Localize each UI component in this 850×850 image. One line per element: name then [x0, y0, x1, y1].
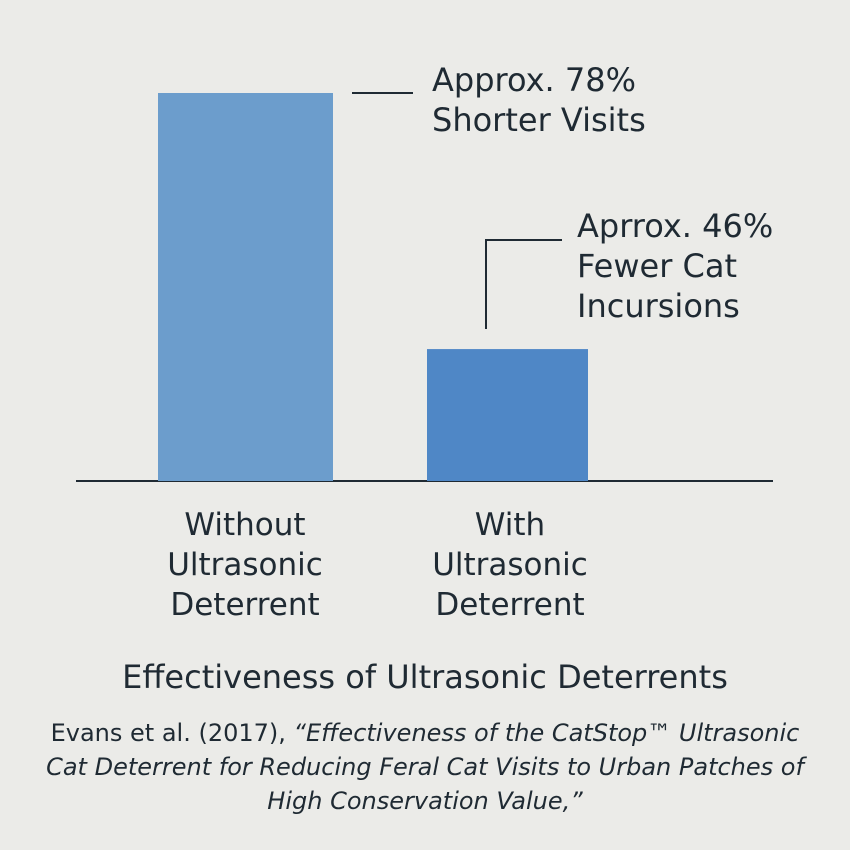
bar-without-deterrent	[158, 93, 333, 481]
citation: Evans et al. (2017), “Effectiveness of t…	[40, 716, 810, 818]
citation-title: “Effectiveness of the CatStop™ Ultrasoni…	[46, 719, 804, 815]
annotation-fewer-incursions: Aprrox. 46% Fewer Cat Incursions	[577, 207, 774, 325]
citation-authors: Evans et al. (2017),	[50, 719, 294, 747]
leader-line-fewer-incursions	[485, 239, 562, 329]
category-label-with-deterrent: With Ultrasonic Deterrent	[432, 507, 588, 623]
bar-with-deterrent	[427, 349, 588, 481]
annotation-shorter-visits: Approx. 78% Shorter Visits	[432, 61, 646, 139]
chart-title: Effectiveness of Ultrasonic Deterrents	[122, 658, 728, 696]
category-label-without-deterrent: Without Ultrasonic Deterrent	[167, 507, 323, 623]
